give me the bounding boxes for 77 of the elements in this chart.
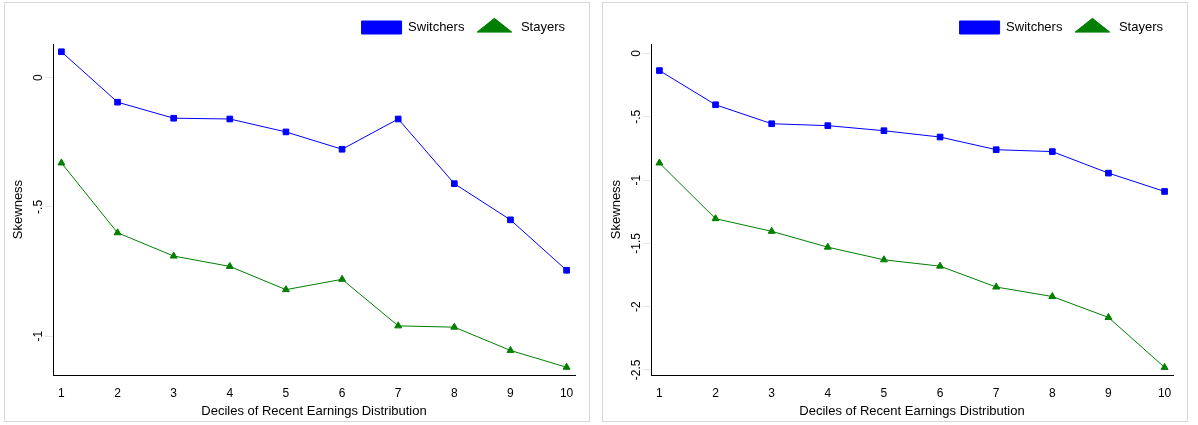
- x-tick-label: 8: [1048, 385, 1056, 400]
- y-tick-label: -2: [629, 300, 644, 312]
- x-tick-label: 2: [712, 385, 720, 400]
- point: [225, 261, 234, 269]
- point: [992, 282, 1001, 290]
- y-axis-title: Skewness: [608, 179, 624, 240]
- x-tick-label: 7: [992, 385, 1000, 400]
- point: [768, 120, 776, 128]
- point: [114, 98, 121, 106]
- y-tick-label: -1: [629, 174, 644, 186]
- x-tick-label: 2: [114, 385, 122, 400]
- point: [824, 122, 832, 129]
- y-tick-label: -.5: [31, 199, 46, 214]
- point: [170, 114, 178, 122]
- x-tick-label: 9: [507, 385, 515, 400]
- point: [879, 255, 888, 263]
- x-tick-label: 10: [559, 385, 574, 400]
- point: [226, 115, 234, 123]
- legend-label: Switchers: [408, 19, 465, 35]
- point: [506, 345, 515, 353]
- legend-label: Switchers: [1006, 19, 1063, 35]
- x-tick-label: 3: [170, 385, 178, 400]
- point: [711, 214, 720, 222]
- point: [450, 322, 459, 330]
- point: [58, 48, 65, 56]
- point: [936, 261, 945, 269]
- x-tick-label: 3: [768, 385, 776, 400]
- point: [57, 158, 66, 166]
- point: [113, 228, 122, 236]
- y-axis-title: Skewness: [10, 179, 26, 240]
- x-tick-label: 9: [1105, 385, 1113, 400]
- x-axis-title: Deciles of Recent Earnings Distribution: [799, 402, 1025, 418]
- y-tick-label: 0: [31, 73, 46, 81]
- y-tick-label: -.5: [629, 109, 644, 124]
- x-tick-label: 6: [338, 385, 346, 400]
- y-tick-label: -2.5: [629, 359, 644, 381]
- x-tick-label: 5: [282, 385, 290, 400]
- point: [338, 145, 346, 153]
- point: [169, 251, 178, 259]
- point: [1048, 292, 1057, 300]
- point: [450, 180, 458, 187]
- point: [338, 274, 347, 282]
- x-tick-label: 10: [1157, 385, 1172, 400]
- x-tick-label: 7: [394, 385, 402, 400]
- x-tick-label: 8: [450, 385, 458, 400]
- x-tick-label: 6: [936, 385, 944, 400]
- legend-label: Stayers: [1118, 19, 1164, 35]
- point: [992, 146, 1000, 154]
- x-tick-label: 4: [824, 385, 832, 400]
- point: [1160, 362, 1169, 370]
- point: [767, 226, 776, 234]
- point: [281, 285, 290, 293]
- x-axis-title: Deciles of Recent Earnings Distribution: [201, 402, 427, 418]
- point: [1105, 169, 1112, 177]
- point: [562, 362, 571, 370]
- x-tick-label: 1: [58, 385, 66, 400]
- point: [656, 67, 663, 74]
- point: [507, 216, 514, 224]
- point: [394, 321, 403, 329]
- point: [1161, 188, 1168, 195]
- y-tick-label: 0: [629, 49, 644, 57]
- point: [880, 127, 888, 135]
- point: [1048, 148, 1056, 155]
- point: [394, 115, 402, 123]
- legend-label: Stayers: [520, 19, 566, 35]
- y-tick-label: -1.5: [629, 232, 644, 254]
- y-tick-label: -1: [31, 330, 46, 342]
- point: [563, 266, 570, 274]
- point: [823, 242, 832, 250]
- x-tick-label: 1: [656, 385, 664, 400]
- point: [282, 128, 290, 136]
- point: [1104, 312, 1113, 320]
- point: [712, 101, 719, 109]
- x-tick-label: 4: [226, 385, 234, 400]
- point: [936, 133, 944, 141]
- point: [655, 158, 664, 166]
- x-tick-label: 5: [880, 385, 888, 400]
